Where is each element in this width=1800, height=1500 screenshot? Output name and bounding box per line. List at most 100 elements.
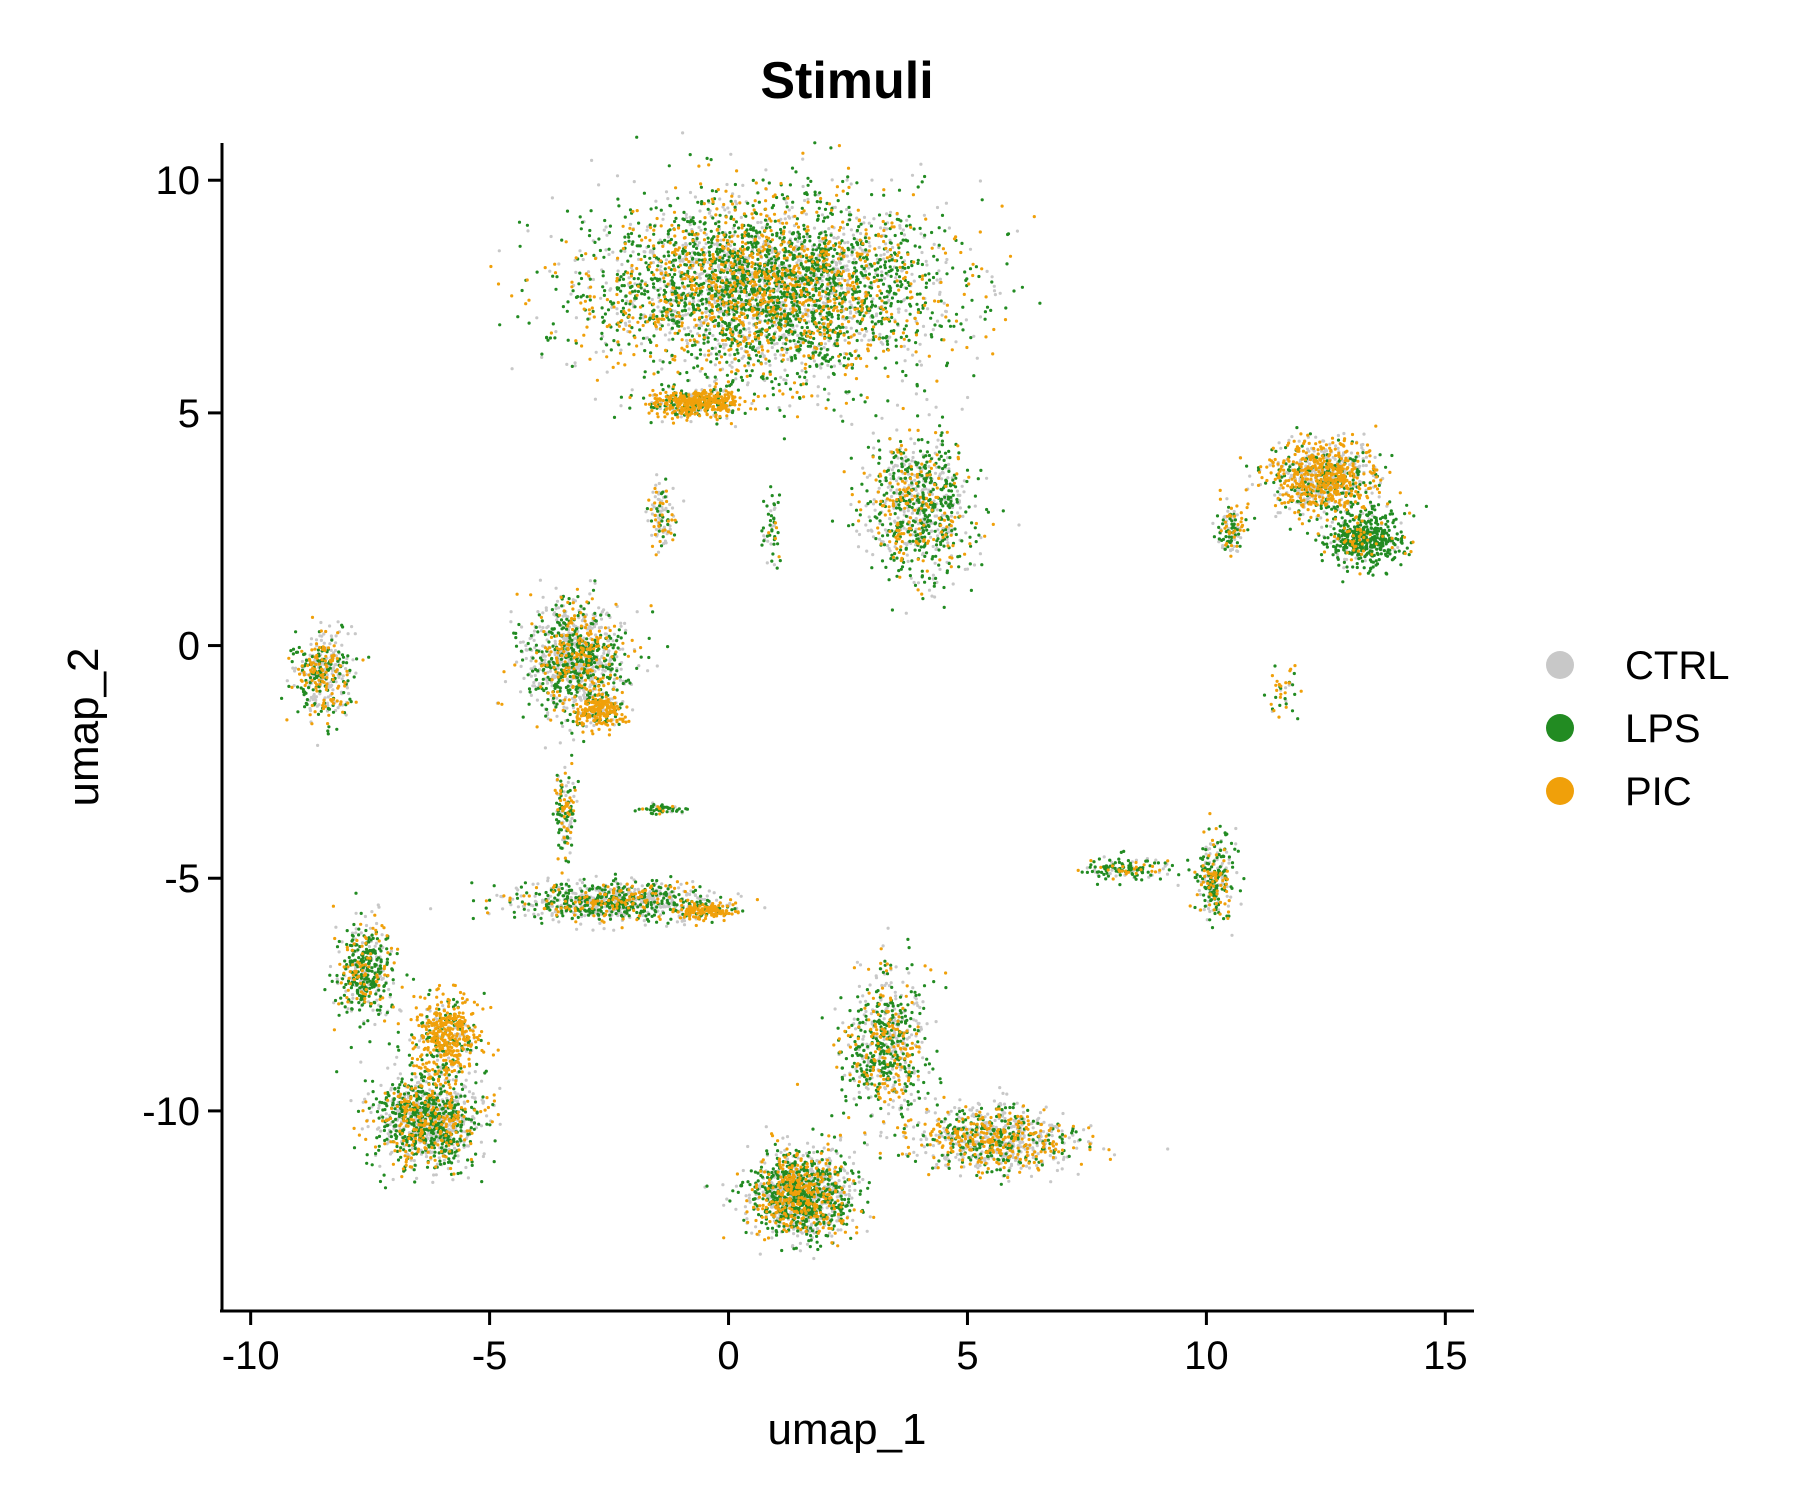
data-point [763,906,767,910]
data-point [1024,1164,1029,1168]
data-point [519,664,523,669]
data-point [889,981,893,985]
data-point [747,327,751,331]
data-point [1235,549,1239,553]
data-point [940,470,945,474]
data-point [575,882,579,886]
data-point [853,1188,857,1192]
data-point [359,931,363,935]
data-point [727,210,731,214]
data-point [882,1038,886,1042]
data-point [911,455,915,460]
data-point [914,488,918,492]
data-point [555,599,560,603]
data-point [1166,1147,1170,1151]
data-point [800,361,804,365]
data-point [893,990,897,994]
data-point [471,1092,475,1096]
data-point [602,608,606,612]
data-point [725,1197,729,1201]
data-point [926,307,930,311]
data-point [688,190,693,195]
data-point [927,1070,931,1075]
data-point [846,240,850,244]
data-point [538,625,542,629]
data-point [1325,449,1329,453]
data-point [911,450,916,455]
data-point [314,638,319,642]
data-point [1012,1124,1016,1129]
data-point [852,1017,856,1021]
data-point [536,882,540,886]
data-point [954,340,958,344]
data-point [325,701,329,705]
data-point [571,781,575,786]
data-point [619,624,623,628]
data-point [1017,523,1021,527]
data-point [771,1230,775,1234]
data-point [739,346,744,351]
data-point [787,215,791,219]
data-point [827,1231,832,1235]
data-point [844,326,848,330]
data-point [748,1200,752,1204]
data-point [715,898,719,902]
data-point [1314,435,1318,439]
data-point [775,289,780,293]
data-point [569,292,573,296]
data-point [840,277,844,281]
data-point [656,305,660,309]
data-point [900,269,904,273]
data-point [758,1252,762,1256]
data-point [750,248,755,252]
data-point [516,905,521,909]
data-point [1044,1105,1048,1109]
data-point [867,338,871,342]
data-point [865,1229,869,1233]
data-point [764,1125,768,1129]
data-point [697,225,701,229]
data-point [849,502,853,507]
data-point [896,516,900,520]
data-point [775,341,779,346]
data-point [631,708,635,712]
data-point [921,488,925,492]
data-point [686,312,690,316]
data-point [979,536,983,540]
data-point [1349,451,1354,455]
data-point [992,1099,997,1103]
data-point [479,1124,484,1128]
data-point [759,220,763,224]
data-point [1336,433,1340,438]
data-point [927,413,931,417]
data-point [574,316,579,320]
data-point [377,1103,381,1108]
data-point [373,944,377,948]
data-point [809,1223,814,1227]
data-point [666,323,671,327]
data-point [692,300,696,304]
data-point [618,678,623,682]
data-point [1279,446,1283,450]
data-point [911,1137,916,1141]
data-point [851,1218,855,1222]
data-point [675,920,680,924]
data-point [993,293,998,297]
data-point [845,178,849,182]
data-point [779,303,783,307]
data-point [453,1146,457,1150]
data-point [514,886,518,890]
data-point [803,198,807,203]
data-point [874,314,879,318]
data-point [541,611,545,615]
data-point [804,212,809,216]
data-point [688,223,692,227]
data-point [363,914,367,919]
data-point [827,339,831,343]
data-point [354,931,358,935]
data-point [728,363,732,367]
data-point [739,894,743,898]
data-point [812,226,817,230]
data-point [628,222,633,226]
data-point [566,878,571,882]
